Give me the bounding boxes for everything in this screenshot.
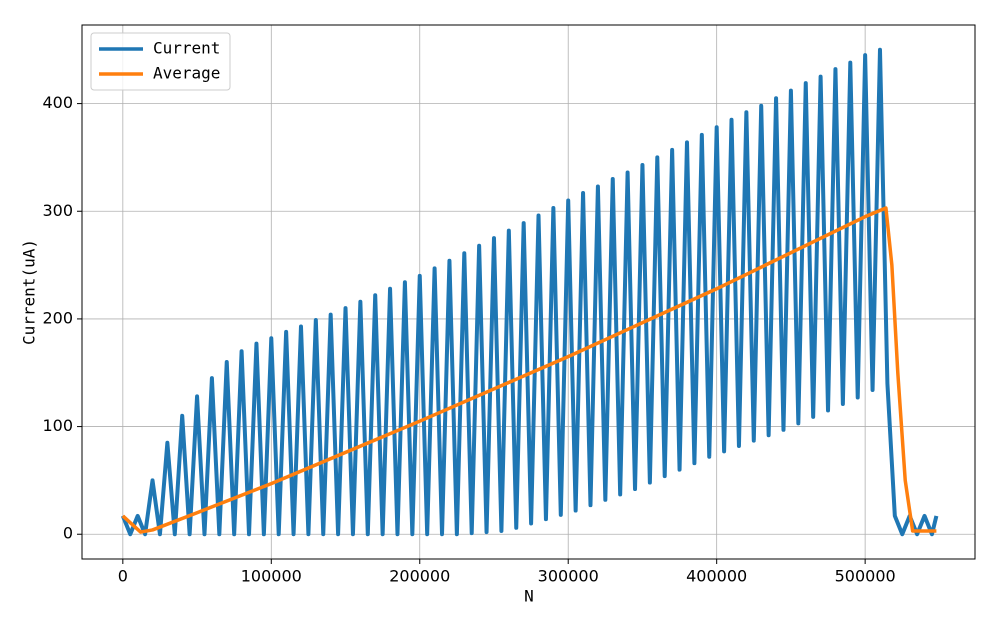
y-tick-label: 200 (42, 308, 73, 327)
legend-label: Current (153, 39, 220, 58)
x-tick-label: 100000 (241, 567, 302, 586)
series-line (121, 206, 937, 534)
series-line (120, 47, 939, 537)
y-tick-label: 400 (42, 93, 73, 112)
x-tick-label: 0 (118, 567, 128, 586)
x-tick-label: 300000 (538, 567, 599, 586)
y-tick-label: 300 (42, 201, 73, 220)
x-tick-label: 200000 (389, 567, 450, 586)
plot-frame (81, 24, 976, 560)
y-axis-label: Current(uA) (20, 239, 39, 345)
y-tick-label: 100 (42, 416, 73, 435)
x-axis-label: N (524, 587, 534, 606)
legend-label: Average (153, 64, 220, 83)
x-tick-label: 500000 (835, 567, 896, 586)
legend: Current Average (90, 32, 231, 91)
x-tick-label: 400000 (686, 567, 747, 586)
y-tick-label: 0 (63, 524, 73, 543)
